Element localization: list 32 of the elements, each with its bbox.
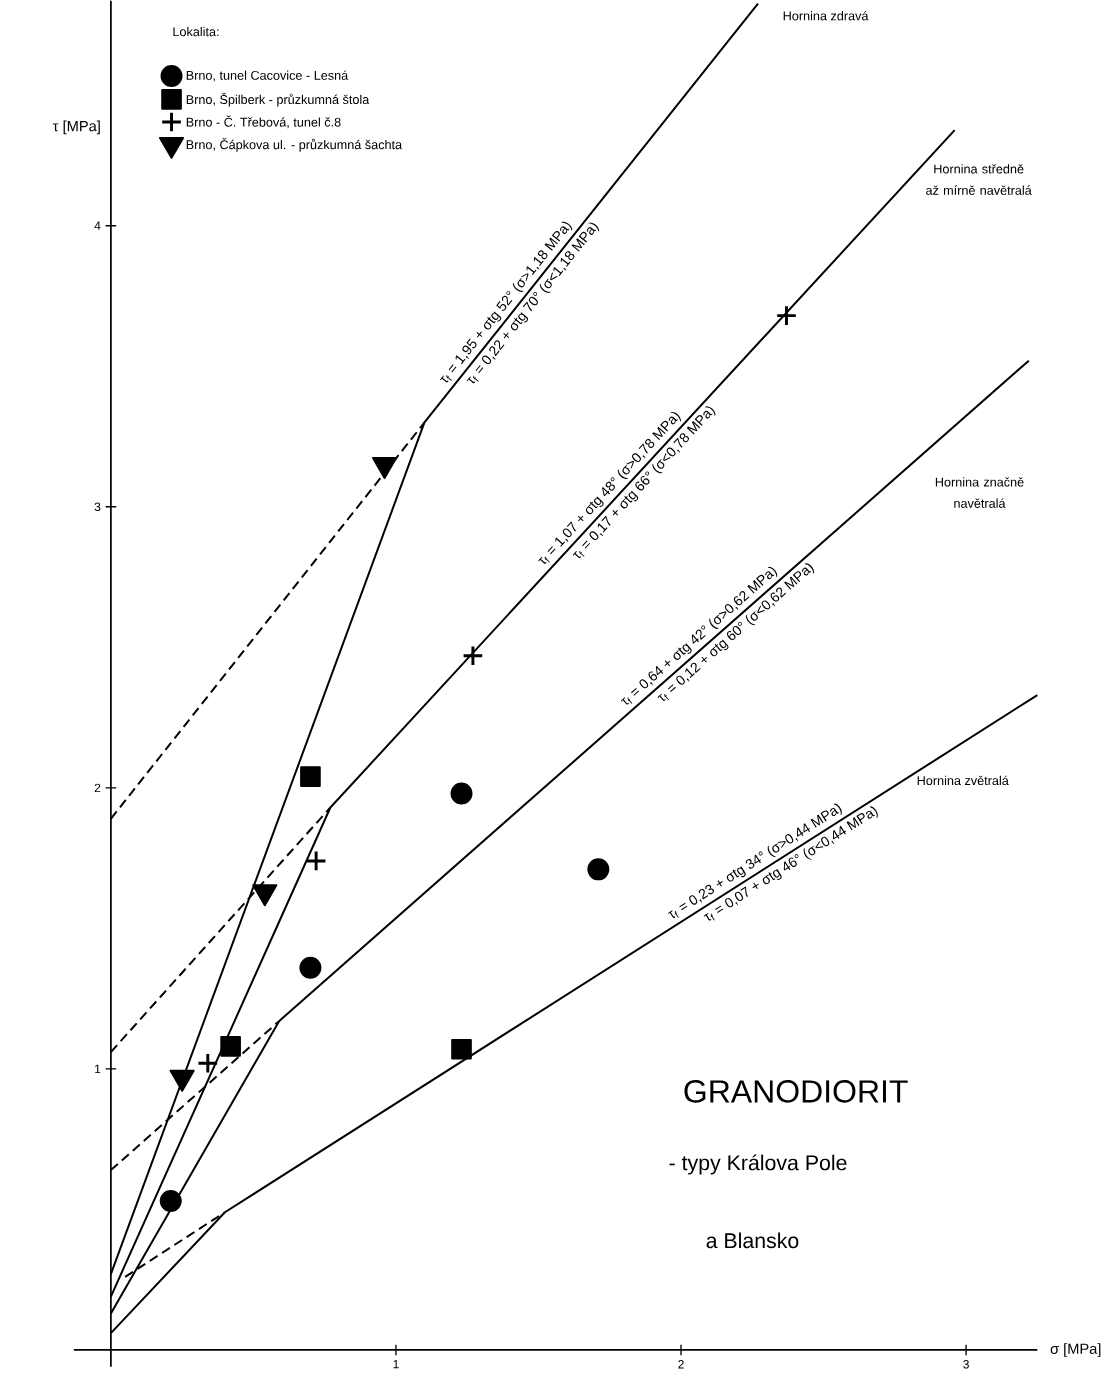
text: Hornina značně navětralá	[935, 477, 1024, 508]
x-tick-label: 1	[393, 1360, 399, 1369]
point	[196, 1052, 219, 1075]
legend-title: Lokalita:	[173, 26, 219, 37]
y-tick-label: 4	[94, 221, 101, 230]
y-axis-title: τ [MPa]	[52, 120, 100, 135]
x-tick-label: 3	[963, 1360, 969, 1369]
point	[220, 1036, 241, 1057]
y-tick-label: 2	[94, 783, 101, 793]
point	[299, 956, 322, 979]
y-tick-label: 3	[94, 502, 101, 512]
y-tick-label: 1	[94, 1064, 101, 1074]
point	[775, 304, 798, 327]
legend-label: Brno, Špilberk - průzkumná štola	[186, 92, 370, 107]
x-tick-label: 2	[678, 1360, 684, 1369]
x-axis-title: σ [MPa]	[1050, 1343, 1101, 1357]
annotation: GRANODIORIT	[684, 1080, 908, 1103]
legend-label: Brno, Čápkova ul. - průzkumná šachta	[186, 138, 402, 152]
point	[299, 766, 321, 787]
legend-label: Brno - Č. Třebová, tunel č.8	[186, 115, 341, 129]
point	[451, 1038, 472, 1060]
point	[587, 858, 610, 881]
annotation: a Blansko	[706, 1232, 799, 1249]
series-label: Hornina středně až mírně navětralá	[925, 164, 1032, 195]
point	[461, 644, 484, 667]
point	[159, 1190, 182, 1213]
annotation: - typy Králova Pole	[669, 1154, 847, 1175]
legend-label: Brno, tunel Cacovice - Lesná	[186, 70, 349, 82]
point	[305, 850, 327, 872]
text: Hornina zdravá	[783, 10, 869, 21]
series-label: Hornina zvětralá	[917, 775, 1009, 786]
point	[450, 782, 473, 805]
